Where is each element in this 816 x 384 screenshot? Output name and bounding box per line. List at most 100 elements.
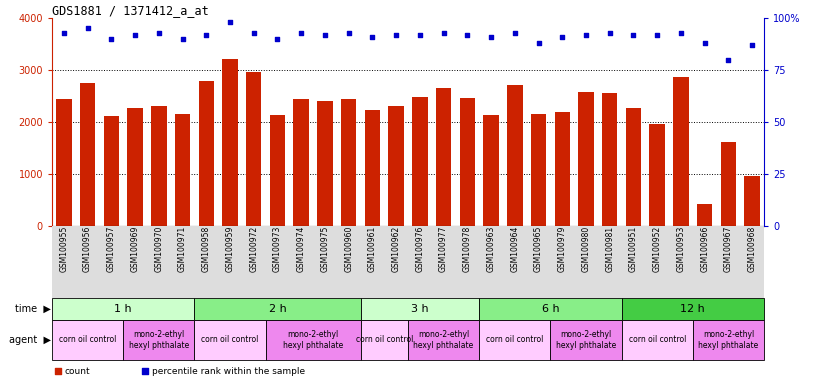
Point: [138, 368, 151, 374]
Bar: [317, 101, 333, 226]
Text: time  ▶: time ▶: [16, 304, 51, 314]
Bar: [622, 320, 693, 360]
Text: GSM100967: GSM100967: [724, 226, 733, 272]
Bar: [673, 77, 689, 226]
Bar: [222, 58, 237, 226]
Point: [366, 34, 379, 40]
Text: GSM100981: GSM100981: [605, 226, 614, 272]
Text: corn oil control: corn oil control: [59, 336, 117, 344]
Bar: [265, 320, 361, 360]
Point: [579, 31, 592, 38]
Point: [461, 31, 474, 38]
Point: [271, 36, 284, 42]
Text: GSM100980: GSM100980: [582, 226, 591, 272]
Bar: [693, 320, 764, 360]
Text: count: count: [64, 366, 91, 376]
Text: mono-2-ethyl
hexyl phthalate: mono-2-ethyl hexyl phthalate: [414, 330, 474, 350]
Text: GSM100951: GSM100951: [629, 226, 638, 272]
Text: corn oil control: corn oil control: [628, 336, 686, 344]
Bar: [52, 298, 194, 320]
Text: GSM100971: GSM100971: [178, 226, 187, 272]
Text: GSM100964: GSM100964: [510, 226, 519, 272]
Point: [746, 42, 759, 48]
Point: [414, 31, 427, 38]
Bar: [365, 110, 380, 226]
Bar: [436, 88, 451, 226]
Bar: [270, 115, 285, 226]
Bar: [408, 320, 479, 360]
Bar: [650, 124, 665, 226]
Text: 12 h: 12 h: [681, 304, 705, 314]
Bar: [531, 114, 546, 226]
Text: GSM100959: GSM100959: [225, 226, 234, 272]
Point: [485, 34, 498, 40]
Text: GSM100958: GSM100958: [202, 226, 211, 272]
Point: [104, 36, 118, 42]
Bar: [412, 96, 428, 226]
Bar: [507, 84, 522, 226]
Bar: [104, 116, 119, 226]
Text: GSM100966: GSM100966: [700, 226, 709, 272]
Point: [722, 56, 735, 63]
Bar: [123, 320, 194, 360]
Point: [437, 30, 450, 36]
Bar: [246, 71, 261, 226]
Point: [176, 36, 189, 42]
Text: GSM100970: GSM100970: [154, 226, 163, 272]
Bar: [198, 81, 214, 226]
Bar: [555, 112, 570, 226]
Text: GSM100975: GSM100975: [321, 226, 330, 272]
Text: GSM100956: GSM100956: [83, 226, 92, 272]
Bar: [551, 320, 622, 360]
Point: [318, 31, 331, 38]
Point: [57, 30, 70, 36]
Bar: [361, 320, 408, 360]
Text: agent  ▶: agent ▶: [9, 335, 51, 345]
Point: [295, 30, 308, 36]
Text: GSM100961: GSM100961: [368, 226, 377, 272]
Text: 2 h: 2 h: [268, 304, 286, 314]
Point: [650, 31, 663, 38]
Bar: [127, 108, 143, 226]
Text: GSM100953: GSM100953: [676, 226, 685, 272]
Text: GSM100965: GSM100965: [534, 226, 543, 272]
Text: GSM100979: GSM100979: [558, 226, 567, 272]
Bar: [151, 106, 166, 226]
Point: [556, 34, 569, 40]
Text: corn oil control: corn oil control: [356, 336, 413, 344]
Point: [698, 40, 712, 46]
Text: GSM100957: GSM100957: [107, 226, 116, 272]
Text: mono-2-ethyl
hexyl phthalate: mono-2-ethyl hexyl phthalate: [129, 330, 189, 350]
Bar: [602, 93, 618, 226]
Text: GSM100972: GSM100972: [249, 226, 258, 272]
Bar: [341, 99, 357, 226]
Text: GSM100977: GSM100977: [439, 226, 448, 272]
Text: mono-2-ethyl
hexyl phthalate: mono-2-ethyl hexyl phthalate: [556, 330, 616, 350]
Bar: [697, 204, 712, 226]
Bar: [388, 106, 404, 226]
Text: GSM100955: GSM100955: [60, 226, 69, 272]
Bar: [483, 115, 499, 226]
Text: 3 h: 3 h: [411, 304, 428, 314]
Point: [129, 31, 142, 38]
Text: corn oil control: corn oil control: [486, 336, 543, 344]
Text: GSM100973: GSM100973: [273, 226, 282, 272]
Text: corn oil control: corn oil control: [202, 336, 259, 344]
Point: [389, 31, 402, 38]
Text: mono-2-ethyl
hexyl phthalate: mono-2-ethyl hexyl phthalate: [283, 330, 344, 350]
Text: GSM100963: GSM100963: [486, 226, 495, 272]
Text: GSM100976: GSM100976: [415, 226, 424, 272]
Text: GDS1881 / 1371412_a_at: GDS1881 / 1371412_a_at: [52, 4, 209, 17]
Text: 6 h: 6 h: [542, 304, 559, 314]
Point: [674, 30, 687, 36]
Bar: [194, 298, 361, 320]
Point: [627, 31, 640, 38]
Text: percentile rank within the sample: percentile rank within the sample: [152, 366, 305, 376]
Text: GSM100974: GSM100974: [297, 226, 306, 272]
Point: [247, 30, 260, 36]
Point: [532, 40, 545, 46]
Bar: [361, 298, 479, 320]
Point: [603, 30, 616, 36]
Point: [342, 30, 355, 36]
Bar: [479, 298, 622, 320]
